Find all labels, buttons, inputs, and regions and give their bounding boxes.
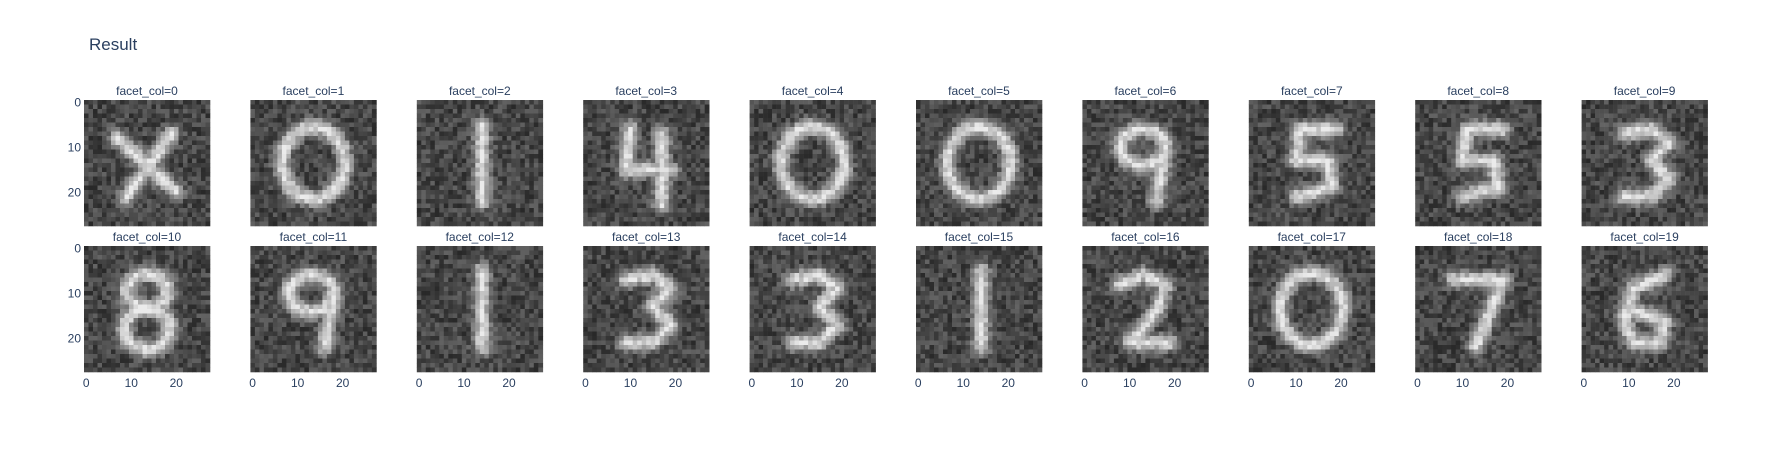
- x-tick-label: 0: [915, 376, 922, 390]
- x-tick-label: 20: [835, 376, 849, 390]
- digit-image: [416, 100, 544, 227]
- facet-panel: facet_col=17 0 10 20: [1248, 230, 1376, 390]
- facet-title: facet_col=2: [449, 84, 511, 98]
- digit-image: [749, 100, 876, 227]
- facet-title: facet_col=14: [778, 230, 847, 244]
- x-tick-label: 20: [170, 376, 184, 390]
- facet-title: facet_col=7: [1281, 84, 1343, 98]
- facet-title: facet_col=17: [1278, 230, 1347, 244]
- x-tick-label: 0: [749, 376, 756, 390]
- facet-panel: facet_col=2: [416, 84, 544, 227]
- facet-title: facet_col=10: [113, 230, 182, 244]
- facet-title: facet_col=15: [945, 230, 1014, 244]
- x-tick-label: 10: [1289, 376, 1303, 390]
- x-tick-label: 10: [624, 376, 638, 390]
- y-tick-label: 10: [68, 140, 82, 154]
- x-tick-label: 10: [1456, 376, 1470, 390]
- x-tick-label: 0: [83, 376, 90, 390]
- facet-title: facet_col=3: [615, 84, 677, 98]
- y-tick-label: 0: [74, 241, 81, 255]
- x-tick-label: 20: [1501, 376, 1515, 390]
- x-tick-label: 10: [790, 376, 804, 390]
- facet-panel: facet_col=18 0 10 20: [1414, 230, 1542, 390]
- facet-panel: facet_col=6: [1082, 84, 1209, 227]
- facet-title: facet_col=13: [612, 230, 681, 244]
- facet-title: facet_col=19: [1610, 230, 1679, 244]
- facet-panel: facet_col=11 0 10 20: [249, 230, 377, 390]
- y-tick-label: 20: [68, 185, 82, 199]
- facet-panel: facet_col=13 0 10 20: [582, 230, 710, 390]
- digit-image: [84, 246, 211, 373]
- facet-panel: facet_col=16 0 10 20: [1081, 230, 1209, 390]
- facet-title: facet_col=12: [446, 230, 515, 244]
- facet-title: facet_col=1: [283, 84, 345, 98]
- facet-panel: facet_col=19 0 10 20: [1581, 230, 1708, 390]
- digit-image: [749, 246, 876, 373]
- x-tick-label: 10: [957, 376, 971, 390]
- digit-image: [1082, 100, 1209, 227]
- facet-panel: facet_col=10 0 10 20 0 10 20: [68, 230, 211, 390]
- x-tick-label: 10: [457, 376, 471, 390]
- digit-image: [1581, 100, 1708, 227]
- digit-image: [1248, 100, 1376, 227]
- digit-image: [1248, 246, 1376, 373]
- x-tick-label: 20: [669, 376, 683, 390]
- x-tick-label: 10: [1123, 376, 1137, 390]
- facet-panel: facet_col=4: [749, 84, 876, 227]
- facet-panel: facet_col=5: [916, 84, 1043, 227]
- facet-title: facet_col=16: [1111, 230, 1180, 244]
- facet-title: facet_col=4: [782, 84, 844, 98]
- chart-title: Result: [89, 35, 137, 54]
- facet-panel: facet_col=1: [250, 84, 377, 227]
- digit-image: [250, 246, 377, 373]
- x-tick-label: 20: [1667, 376, 1681, 390]
- facet-panel: facet_col=12 0 10 20: [416, 230, 544, 390]
- facet-title: facet_col=18: [1444, 230, 1513, 244]
- x-tick-label: 10: [1622, 376, 1636, 390]
- facet-title: facet_col=5: [948, 84, 1010, 98]
- facet-panel: facet_col=3: [583, 84, 710, 227]
- digit-image: [1415, 246, 1542, 373]
- facet-panel: facet_col=8: [1415, 84, 1542, 227]
- x-tick-label: 20: [336, 376, 350, 390]
- facet-title: facet_col=8: [1447, 84, 1509, 98]
- x-tick-label: 0: [582, 376, 589, 390]
- digit-image: [416, 246, 544, 373]
- x-tick-label: 20: [1168, 376, 1182, 390]
- x-tick-label: 0: [249, 376, 256, 390]
- facet-title: facet_col=11: [280, 230, 348, 244]
- digit-image: [583, 246, 710, 373]
- digit-image: [84, 100, 211, 227]
- digit-image: [250, 100, 377, 227]
- digit-image: [916, 100, 1043, 227]
- y-tick-label: 20: [68, 331, 82, 345]
- x-tick-label: 0: [1414, 376, 1421, 390]
- digit-image: [916, 246, 1043, 373]
- x-tick-label: 10: [291, 376, 305, 390]
- y-tick-label: 0: [74, 95, 81, 109]
- facet-panel: facet_col=7: [1248, 84, 1376, 227]
- x-tick-label: 10: [125, 376, 139, 390]
- digit-image: [583, 100, 710, 227]
- facet-title: facet_col=6: [1115, 84, 1177, 98]
- facet-panel: facet_col=14 0 10 20: [749, 230, 876, 390]
- digit-image: [1581, 246, 1708, 373]
- x-tick-label: 20: [1334, 376, 1348, 390]
- facet-panel: facet_col=9: [1581, 84, 1708, 227]
- x-tick-label: 20: [1002, 376, 1016, 390]
- y-tick-label: 10: [68, 286, 82, 300]
- digit-image: [1082, 246, 1209, 373]
- facet-title: facet_col=9: [1614, 84, 1676, 98]
- x-tick-label: 20: [502, 376, 516, 390]
- facet-panel: facet_col=15 0 10 20: [915, 230, 1043, 390]
- facet-panel: facet_col=0 0 10 20: [68, 84, 211, 227]
- facet-title: facet_col=0: [116, 84, 178, 98]
- x-tick-label: 0: [416, 376, 423, 390]
- x-tick-label: 0: [1581, 376, 1588, 390]
- x-tick-label: 0: [1248, 376, 1255, 390]
- digit-image: [1415, 100, 1542, 227]
- x-tick-label: 0: [1081, 376, 1088, 390]
